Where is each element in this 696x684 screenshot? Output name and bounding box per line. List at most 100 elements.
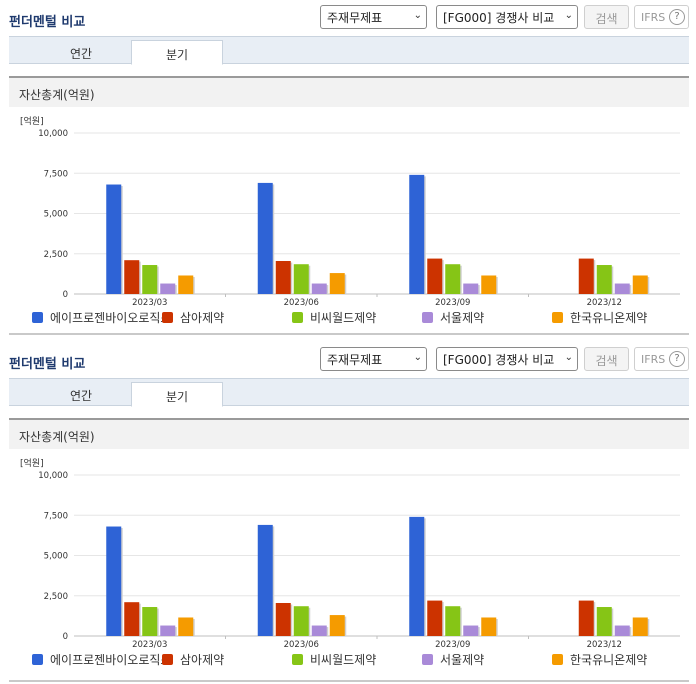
legend-item[interactable]: 서울제약 xyxy=(440,653,485,667)
bar[interactable] xyxy=(329,615,345,636)
bar[interactable] xyxy=(160,283,176,294)
bar[interactable] xyxy=(124,602,140,636)
y-tick-label: 10,000 xyxy=(38,471,68,481)
chevron-down-icon: ⌄ xyxy=(413,352,422,363)
bar[interactable] xyxy=(311,283,327,294)
ifrs-help-button[interactable]: IFRS ? xyxy=(634,347,689,371)
fundamental-panel-2: 펀더멘털 비교 주재무제표 ⌄ [FG000] 경쟁사 비교 ⌄ 검색 IFRS… xyxy=(0,342,696,684)
legend-item[interactable]: 비씨월드제약 xyxy=(310,653,377,667)
section-title: 자산총계(억원) xyxy=(9,76,689,107)
bar[interactable] xyxy=(275,260,291,294)
peer-group-select[interactable]: [FG000] 경쟁사 비교 ⌄ xyxy=(436,347,578,371)
y-tick-label: 5,000 xyxy=(44,210,68,220)
bar[interactable] xyxy=(578,258,594,294)
statement-select[interactable]: 주재무제표 ⌄ xyxy=(320,5,427,29)
legend-swatch xyxy=(552,312,563,323)
unit-label: [억원] xyxy=(20,117,44,127)
y-tick-label: 0 xyxy=(63,290,68,300)
y-tick-label: 7,500 xyxy=(44,169,68,179)
bar[interactable] xyxy=(614,625,630,636)
bar[interactable] xyxy=(178,275,194,294)
bar[interactable] xyxy=(106,184,122,294)
peer-group-select[interactable]: [FG000] 경쟁사 비교 ⌄ xyxy=(436,5,578,29)
bar-chart: 10,000 7,500 5,000 2,500 0 2023/03 2023/06 2023… xyxy=(38,129,680,308)
statement-select[interactable]: 주재무제표 ⌄ xyxy=(320,347,427,371)
legend-swatch xyxy=(422,312,433,323)
divider xyxy=(9,680,689,682)
y-tick-label: 7,500 xyxy=(44,511,68,521)
bar[interactable] xyxy=(427,600,443,636)
chevron-down-icon: ⌄ xyxy=(562,352,573,363)
bar[interactable] xyxy=(311,625,327,636)
question-icon: ? xyxy=(669,9,685,25)
bar[interactable] xyxy=(481,617,497,636)
legend-item[interactable]: 삼아제약 xyxy=(180,311,225,325)
tab-quarterly[interactable]: 분기 xyxy=(131,382,223,407)
legend-swatch xyxy=(162,312,173,323)
x-tick-label: 2023/06 xyxy=(284,640,319,650)
bar[interactable] xyxy=(481,275,497,294)
panel-title: 펀더멘털 비교 xyxy=(9,15,86,30)
question-icon: ? xyxy=(669,351,685,367)
bar[interactable] xyxy=(106,526,122,636)
peer-group-select-value: [FG000] 경쟁사 비교 xyxy=(443,353,555,367)
bar[interactable] xyxy=(427,258,443,294)
tab-annual[interactable]: 연간 xyxy=(69,389,93,403)
bar[interactable] xyxy=(463,283,479,294)
bar[interactable] xyxy=(445,606,461,636)
panel-header: 펀더멘털 비교 주재무제표 ⌄ [FG000] 경쟁사 비교 ⌄ 검색 IFRS… xyxy=(0,0,696,36)
bar[interactable] xyxy=(142,607,158,636)
x-tick-label: 2023/03 xyxy=(132,640,167,650)
divider xyxy=(9,333,689,335)
legend-item[interactable]: 서울제약 xyxy=(440,311,485,325)
bar[interactable] xyxy=(409,174,425,294)
bar[interactable] xyxy=(124,260,140,294)
legend-item[interactable]: 에이프로젠바이오로직스 xyxy=(50,311,172,325)
tab-annual[interactable]: 연간 xyxy=(69,47,93,61)
y-tick-label: 0 xyxy=(63,632,68,642)
bar[interactable] xyxy=(257,182,273,294)
panel-title: 펀더멘털 비교 xyxy=(9,357,86,372)
bar[interactable] xyxy=(409,516,425,636)
bar[interactable] xyxy=(275,602,291,636)
y-tick-label: 5,000 xyxy=(44,552,68,562)
bar[interactable] xyxy=(632,275,648,294)
bar[interactable] xyxy=(329,273,345,294)
bar[interactable] xyxy=(614,283,630,294)
y-tick-label: 2,500 xyxy=(44,592,68,602)
bar[interactable] xyxy=(596,607,612,636)
bar[interactable] xyxy=(632,617,648,636)
search-button[interactable]: 검색 xyxy=(584,347,629,371)
legend-item[interactable]: 한국유니온제약 xyxy=(570,653,648,667)
legend-item[interactable]: 비씨월드제약 xyxy=(310,311,377,325)
ifrs-help-button[interactable]: IFRS ? xyxy=(634,5,689,29)
legend-swatch xyxy=(292,312,303,323)
bar[interactable] xyxy=(142,265,158,294)
tab-quarterly[interactable]: 분기 xyxy=(131,40,223,65)
bar[interactable] xyxy=(178,617,194,636)
legend-item[interactable]: 한국유니온제약 xyxy=(570,311,648,325)
period-tabs: 연간 분기 xyxy=(9,378,689,407)
y-tick-label: 2,500 xyxy=(44,250,68,260)
legend-swatch xyxy=(292,654,303,665)
bar[interactable] xyxy=(596,265,612,294)
legend-swatch xyxy=(422,654,433,665)
statement-select-value: 주재무제표 xyxy=(327,353,383,367)
bar[interactable] xyxy=(463,625,479,636)
legend-item[interactable]: 삼아제약 xyxy=(180,653,225,667)
bar[interactable] xyxy=(445,264,461,294)
statement-select-value: 주재무제표 xyxy=(327,11,383,25)
bar[interactable] xyxy=(257,524,273,636)
chevron-down-icon: ⌄ xyxy=(562,10,573,21)
bar[interactable] xyxy=(293,606,309,636)
bar[interactable] xyxy=(160,625,176,636)
bar[interactable] xyxy=(293,264,309,294)
x-tick-label: 2023/12 xyxy=(587,298,622,308)
x-tick-label: 2023/03 xyxy=(132,298,167,308)
x-tick-label: 2023/06 xyxy=(284,298,319,308)
bar[interactable] xyxy=(578,600,594,636)
panel-header: 펀더멘털 비교 주재무제표 ⌄ [FG000] 경쟁사 비교 ⌄ 검색 IFRS… xyxy=(0,342,696,378)
legend-item[interactable]: 에이프로젠바이오로직스 xyxy=(50,653,172,667)
legend-swatch xyxy=(552,654,563,665)
search-button[interactable]: 검색 xyxy=(584,5,629,29)
